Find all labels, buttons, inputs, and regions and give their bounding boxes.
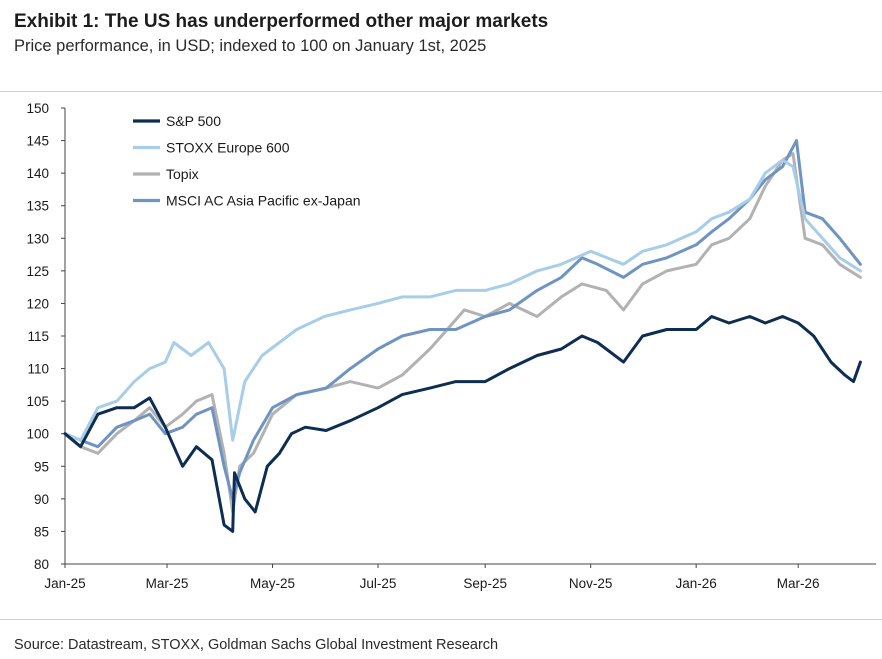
series-line-s-p-500 xyxy=(63,315,862,533)
chart-axes: 80 85 90 95 100 105 110 115 120 125 130 135 140 145 15… xyxy=(26,101,876,591)
x-tick-label: Mar-26 xyxy=(777,576,820,591)
y-tick-label: 85 xyxy=(34,524,49,539)
y-tick-label: 145 xyxy=(26,134,49,149)
legend-label: MSCI AC Asia Pacific ex-Japan xyxy=(166,193,361,209)
series-line-stoxx-europe-600 xyxy=(63,158,862,442)
chart-title: Exhibit 1: The US has underperformed oth… xyxy=(14,11,549,32)
x-tick-label: Jan-25 xyxy=(44,576,85,591)
y-tick-label: 120 xyxy=(26,296,49,311)
y-tick-label: 110 xyxy=(27,362,49,377)
chart-lines xyxy=(63,139,862,533)
y-tick-label: 130 xyxy=(26,231,49,246)
x-tick-label: May-25 xyxy=(250,576,295,591)
x-tick-label: Jan-26 xyxy=(676,576,717,591)
y-tick-label: 115 xyxy=(27,329,49,344)
x-tick-label: Sep-25 xyxy=(463,576,507,591)
legend-label: STOXX Europe 600 xyxy=(166,140,290,156)
y-tick-label: 100 xyxy=(26,427,49,442)
x-tick-label: Jul-25 xyxy=(360,576,397,591)
bottom-divider xyxy=(0,619,882,620)
legend-label: Topix xyxy=(166,166,199,182)
y-tick-label: 80 xyxy=(34,557,49,572)
y-tick-label: 95 xyxy=(34,459,49,474)
line-chart: 80 85 90 95 100 105 110 115 120 125 130 135 140 145 15… xyxy=(26,101,876,591)
y-tick-label: 105 xyxy=(26,394,49,409)
x-tick-label: Mar-25 xyxy=(146,576,189,591)
y-tick-label: 140 xyxy=(26,166,49,181)
y-tick-label: 135 xyxy=(26,199,49,214)
y-tick-label: 90 xyxy=(34,492,49,507)
top-divider xyxy=(0,91,882,92)
chart-legend: S&P 500 STOXX Europe 600 Topix MSCI AC Asia… xyxy=(133,113,361,209)
y-tick-label: 150 xyxy=(26,101,49,116)
y-tick-label: 125 xyxy=(26,264,49,279)
source-note: Source: Datastream, STOXX, Goldman Sachs… xyxy=(14,637,499,653)
x-tick-label: Nov-25 xyxy=(569,576,613,591)
chart-subtitle: Price performance, in USD; indexed to 10… xyxy=(14,37,487,55)
legend-label: S&P 500 xyxy=(166,113,221,129)
